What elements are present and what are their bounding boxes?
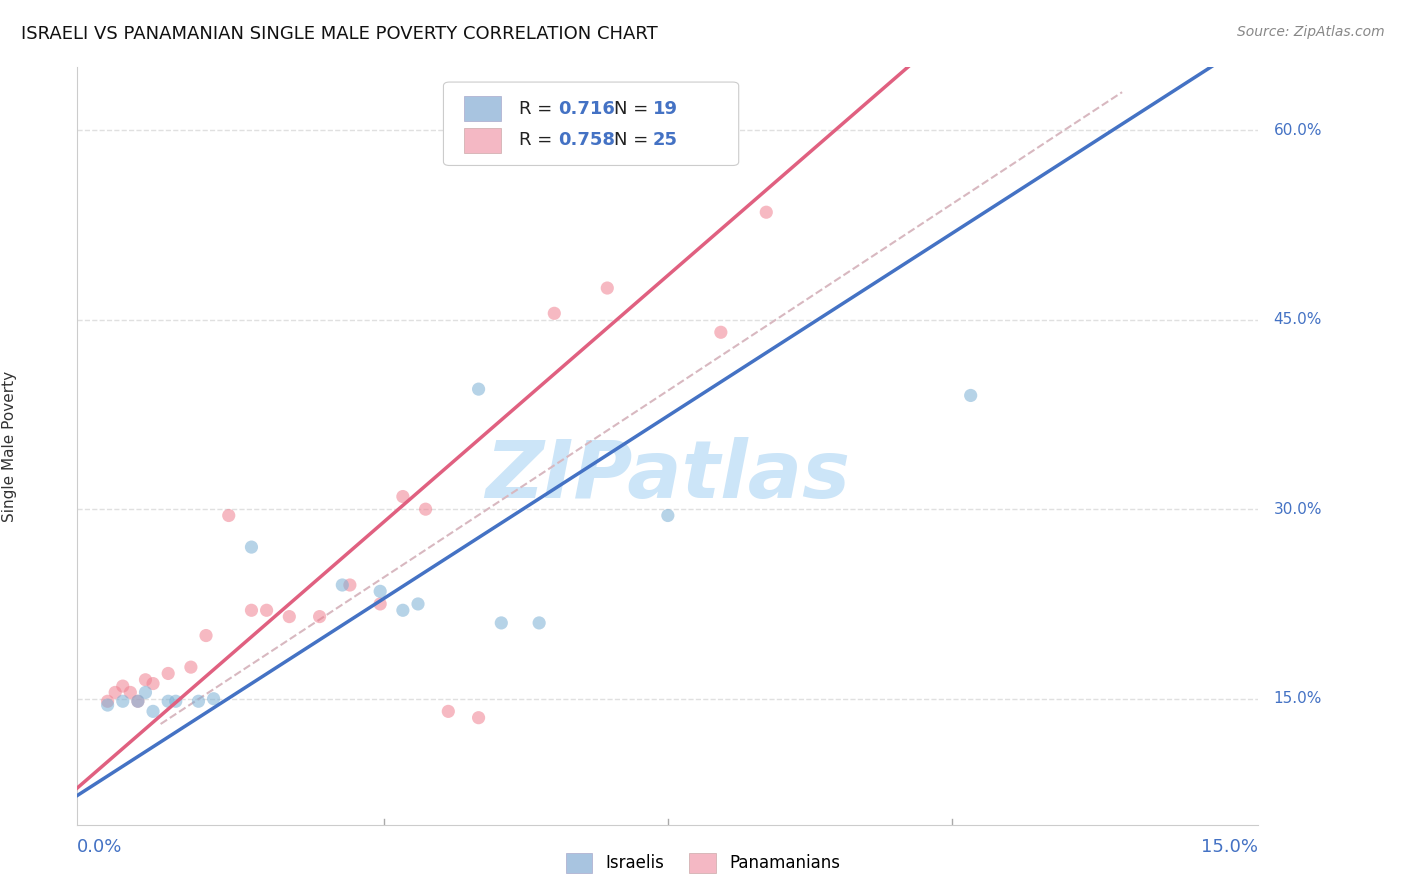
Point: [142, 705, 165, 719]
Point: [104, 685, 127, 699]
Point: [127, 694, 149, 708]
Point: [467, 382, 489, 396]
Point: [256, 603, 278, 617]
Point: [437, 705, 460, 719]
Point: [368, 597, 391, 611]
Point: [415, 502, 437, 516]
Point: [330, 578, 353, 592]
Point: [710, 326, 733, 340]
Point: [127, 694, 149, 708]
Text: Single Male Poverty: Single Male Poverty: [1, 370, 17, 522]
Point: [406, 597, 429, 611]
Point: [195, 628, 218, 642]
Legend: Israelis, Panamanians: Israelis, Panamanians: [560, 847, 846, 880]
Text: N =: N =: [613, 100, 654, 118]
FancyBboxPatch shape: [443, 82, 738, 166]
Point: [959, 388, 981, 402]
Text: 25: 25: [652, 131, 678, 150]
Text: 19: 19: [652, 100, 678, 118]
Text: R =: R =: [519, 100, 558, 118]
Point: [111, 694, 134, 708]
Point: [240, 540, 263, 554]
Point: [240, 603, 263, 617]
FancyBboxPatch shape: [464, 96, 502, 120]
Point: [308, 609, 330, 624]
Text: 30.0%: 30.0%: [1274, 501, 1322, 516]
Point: [120, 685, 142, 699]
Point: [97, 694, 120, 708]
Point: [157, 694, 180, 708]
Point: [527, 615, 550, 630]
Text: ISRAELI VS PANAMANIAN SINGLE MALE POVERTY CORRELATION CHART: ISRAELI VS PANAMANIAN SINGLE MALE POVERT…: [21, 25, 658, 43]
Text: N =: N =: [613, 131, 654, 150]
Point: [165, 694, 187, 708]
Text: R =: R =: [519, 131, 558, 150]
Text: 0.0%: 0.0%: [77, 838, 122, 855]
Point: [392, 603, 415, 617]
Point: [467, 711, 489, 725]
Point: [97, 698, 120, 712]
Point: [657, 508, 679, 523]
Point: [392, 490, 415, 504]
Text: 60.0%: 60.0%: [1274, 122, 1322, 137]
Text: ZIPatlas: ZIPatlas: [485, 437, 851, 516]
Text: 15.0%: 15.0%: [1274, 691, 1322, 706]
Text: 0.716: 0.716: [558, 100, 614, 118]
Point: [278, 609, 301, 624]
Point: [111, 679, 134, 693]
Point: [202, 691, 225, 706]
Point: [218, 508, 240, 523]
Point: [755, 205, 778, 219]
Point: [368, 584, 391, 599]
Text: Source: ZipAtlas.com: Source: ZipAtlas.com: [1237, 25, 1385, 39]
Point: [339, 578, 361, 592]
Point: [134, 685, 156, 699]
Point: [157, 666, 180, 681]
Point: [491, 615, 513, 630]
Point: [180, 660, 202, 674]
Text: 45.0%: 45.0%: [1274, 312, 1322, 327]
Point: [187, 694, 209, 708]
Text: 0.758: 0.758: [558, 131, 614, 150]
FancyBboxPatch shape: [464, 128, 502, 153]
Point: [134, 673, 156, 687]
Text: 15.0%: 15.0%: [1201, 838, 1258, 855]
Point: [543, 306, 565, 320]
Point: [596, 281, 619, 295]
Point: [142, 676, 165, 690]
